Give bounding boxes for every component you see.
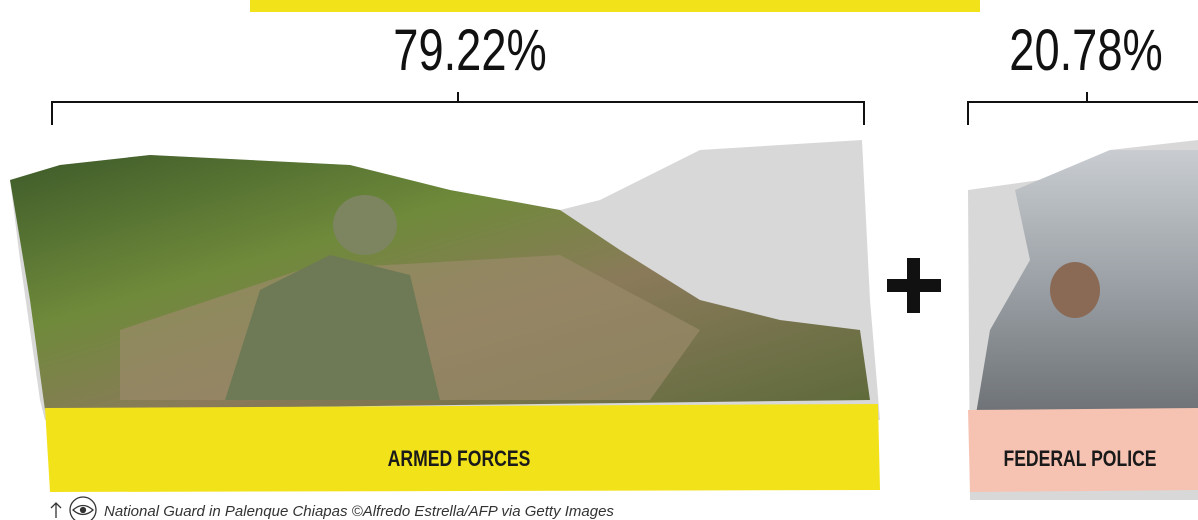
bracket — [968, 92, 1198, 125]
photo-soldier — [333, 195, 397, 255]
bracket — [52, 92, 864, 125]
segment-label: FEDERAL POLICE — [1003, 447, 1156, 471]
percent: 79.22% — [393, 19, 546, 84]
photo-officer — [1050, 262, 1100, 318]
plus-sign — [887, 258, 941, 313]
percent: 20.78% — [1009, 19, 1162, 84]
caption: National Guard in Palenque Chiapas ©Alfr… — [104, 503, 614, 520]
caption-icons — [51, 497, 96, 520]
segment-label: ARMED FORCES — [388, 447, 531, 471]
top-tape — [250, 0, 980, 12]
infographic: 79.22% 20.78% ARMED FORCES FEDERAL POLIC… — [0, 0, 1198, 520]
